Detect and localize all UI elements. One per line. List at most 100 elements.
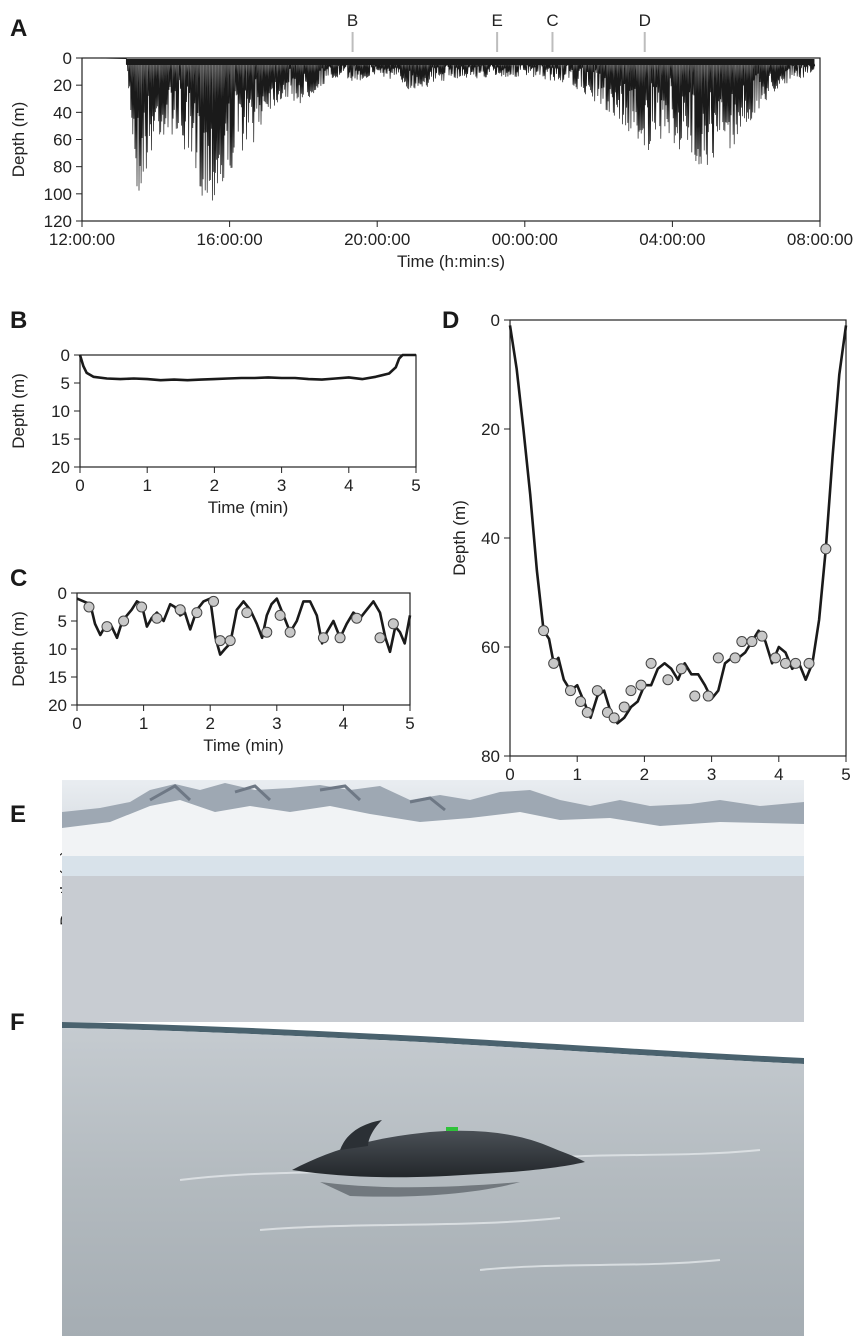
chart-d-y-tick-label: 40: [481, 529, 500, 548]
chart-b-y-tick-label: 20: [51, 458, 70, 477]
chart-a-x-tick-label: 12:00:00: [49, 230, 115, 249]
chart-c-y-tick-label: 5: [58, 612, 67, 631]
chart-c-x-tick-label: 4: [339, 714, 348, 733]
chart-c-feeding-event-point: [284, 626, 296, 638]
chart-d-feeding-event-point: [712, 652, 724, 664]
photo-ice-shelf: [62, 876, 804, 1022]
photo-ice-edge: [62, 1022, 804, 1064]
chart-c-y-tick-label: 20: [48, 696, 67, 715]
chart-a-y-tick-label: 60: [53, 131, 72, 150]
chart-b-y-tick-label: 0: [61, 346, 70, 365]
chart-b-y-tick-label: 5: [61, 374, 70, 393]
chart-b-y-axis-label: Depth (m): [9, 373, 28, 449]
chart-c-x-tick-label: 3: [272, 714, 281, 733]
chart-c-feeding-event-point: [101, 621, 113, 633]
chart-d-feeding-event-point: [608, 712, 620, 724]
chart-d-feeding-event-point: [564, 685, 576, 697]
chart-d-feeding-event-point: [803, 657, 815, 669]
chart-c-y-tick-label: 10: [48, 640, 67, 659]
chart-d-y-tick-label: 80: [481, 747, 500, 766]
chart-d-y-axis-label: Depth (m): [450, 500, 469, 576]
chart-c-feeding-event-point: [83, 601, 95, 613]
chart-d-x-tick-label: 5: [841, 765, 850, 784]
chart-d-feeding-event-point: [729, 652, 741, 664]
photo-water: [62, 1028, 804, 1336]
chart-a-dive-trace: [100, 57, 816, 201]
whale-photo: [62, 780, 804, 1336]
chart-c-feeding-event-point: [334, 632, 346, 644]
chart-c-feeding-event-point: [387, 618, 399, 630]
chart-d-feeding-event-point: [689, 690, 701, 702]
panel-label-f: F: [10, 1009, 25, 1036]
chart-c-feeding-event-point: [191, 607, 203, 619]
chart-c-x-axis-label: Time (min): [203, 736, 284, 755]
chart-c-feeding-event-point: [261, 626, 273, 638]
chart-b-x-tick-label: 4: [344, 476, 353, 495]
chart-c-feeding-event-point: [174, 604, 186, 616]
chart-c-y-tick-label: 0: [58, 584, 67, 603]
chart-d-x-tick-label: 2: [640, 765, 649, 784]
chart-d-x-tick-label: 3: [707, 765, 716, 784]
chart-d-feeding-event-point: [591, 685, 603, 697]
chart-a-y-tick-label: 120: [44, 212, 72, 231]
chart-c-feeding-event-point: [351, 612, 363, 624]
chart-d-feeding-event-point: [538, 625, 550, 637]
chart-c-y-axis-label: Depth (m): [9, 611, 28, 687]
chart-d-feeding-event-point: [675, 663, 687, 675]
chart-a: 12:00:00 16:00:00 20:00:00 00:00:00 04:00:00…: [9, 11, 853, 271]
whale-dorsal-fin: [340, 1120, 382, 1150]
chart-a-x-tick-label: 00:00:00: [492, 230, 558, 249]
chart-d-feeding-event-point: [625, 685, 637, 697]
chart-a-event-marker-label: C: [546, 11, 558, 30]
chart-a-x-tick-label: 08:00:00: [787, 230, 853, 249]
chart-d-feeding-event-point: [756, 630, 768, 642]
chart-c-feeding-event-point: [317, 632, 329, 644]
chart-b-x-tick-label: 3: [277, 476, 286, 495]
chart-d-feeding-event-point: [746, 636, 758, 648]
photo-ripples: [179, 1149, 761, 1271]
chart-c-feeding-event-point: [374, 632, 386, 644]
chart-c-feeding-event-point: [241, 607, 253, 619]
chart-a-y-axis-label: Depth (m): [9, 102, 28, 178]
panel-label-d: D: [442, 307, 459, 334]
chart-c-feeding-event-point: [224, 635, 236, 647]
chart-b-x-tick-label: 2: [210, 476, 219, 495]
chart-a-event-marker-label: D: [639, 11, 651, 30]
chart-d-y-tick-label: 0: [491, 311, 500, 330]
chart-a-y-tick-label: 0: [63, 49, 72, 68]
chart-a-y-tick-label: 20: [53, 76, 72, 95]
chart-d-x-tick-label: 4: [774, 765, 783, 784]
chart-d-feeding-event-point: [635, 679, 647, 691]
chart-a-y-tick-label: 100: [44, 185, 72, 204]
whale-tag: [446, 1127, 458, 1131]
chart-c: 0 1 2 3 4 5 0 5 10 15 20 Time (min) Depth (m): [9, 584, 415, 755]
chart-b-y-tick-label: 15: [51, 430, 70, 449]
chart-d-feeding-event-point: [662, 674, 674, 686]
chart-a-x-axis-label: Time (h:min:s): [397, 252, 505, 271]
chart-c-feeding-event-point: [118, 615, 130, 627]
chart-a-y-tick-label: 80: [53, 158, 72, 177]
chart-a-event-marker-label: E: [491, 11, 502, 30]
chart-c-x-tick-label: 5: [405, 714, 414, 733]
chart-c-x-tick-label: 1: [139, 714, 148, 733]
chart-c-feeding-event-point: [274, 609, 286, 621]
chart-b-x-tick-label: 1: [142, 476, 151, 495]
chart-d-feeding-event-point: [820, 543, 832, 555]
chart-d-plot-frame: [509, 319, 847, 757]
chart-d-feeding-event-point: [790, 657, 802, 669]
chart-c-feeding-event-point: [208, 595, 220, 607]
chart-d-x-tick-label: 0: [505, 765, 514, 784]
chart-a-x-tick-label: 16:00:00: [197, 230, 263, 249]
chart-d-feeding-event-point: [645, 657, 657, 669]
chart-a-x-tick-label: 04:00:00: [639, 230, 705, 249]
panel-label-e: E: [10, 801, 26, 828]
chart-d-feeding-event-point: [769, 652, 781, 664]
chart-d-feeding-event-point: [736, 636, 748, 648]
photo-glacier-band: [62, 856, 804, 878]
chart-d: 012345020406080Time (min)Depth (m): [450, 311, 851, 806]
panel-label-b: B: [10, 307, 27, 334]
chart-b-y-tick-label: 10: [51, 402, 70, 421]
chart-b-x-tick-label: 0: [75, 476, 84, 495]
chart-d-feeding-event-point: [575, 696, 587, 707]
